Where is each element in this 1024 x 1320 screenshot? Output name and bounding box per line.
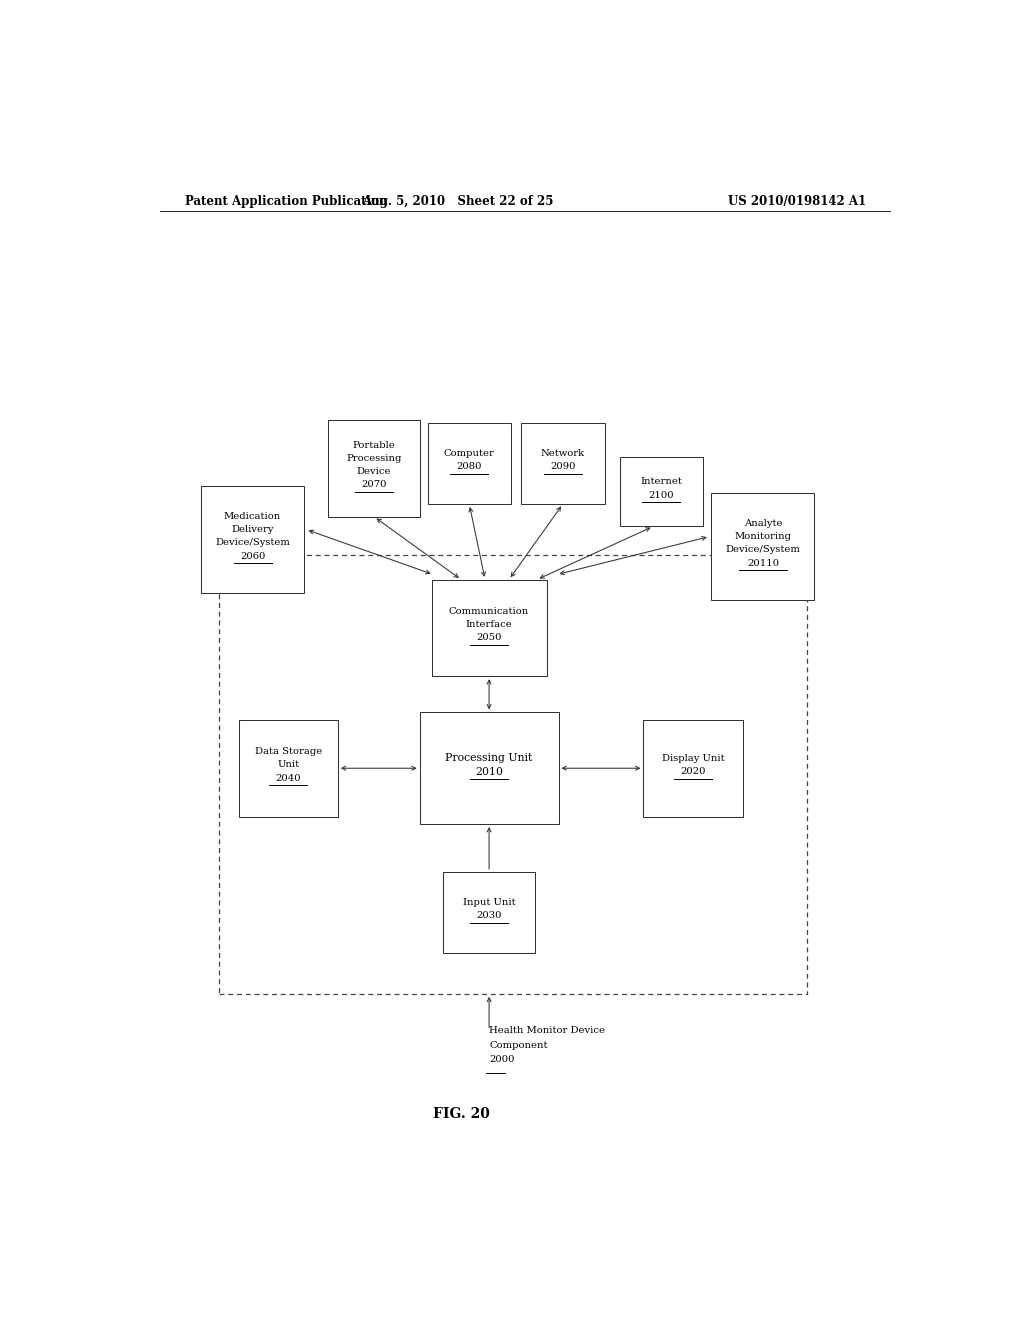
Bar xyxy=(712,494,814,601)
Bar xyxy=(219,554,807,994)
Text: Device: Device xyxy=(356,467,391,477)
Text: Input Unit: Input Unit xyxy=(463,898,515,907)
Text: Data Storage: Data Storage xyxy=(255,747,322,756)
Text: 2000: 2000 xyxy=(489,1055,515,1064)
Text: Monitoring: Monitoring xyxy=(734,532,792,541)
Bar xyxy=(239,719,338,817)
Text: Medication: Medication xyxy=(224,512,282,521)
Text: 2020: 2020 xyxy=(680,767,706,776)
Text: Communication: Communication xyxy=(449,607,529,616)
Text: 2040: 2040 xyxy=(275,774,301,783)
Text: Analyte: Analyte xyxy=(743,519,782,528)
Bar xyxy=(643,719,742,817)
Text: Network: Network xyxy=(541,449,585,458)
Text: Display Unit: Display Unit xyxy=(662,754,724,763)
Text: Device/System: Device/System xyxy=(725,545,801,554)
Text: 2060: 2060 xyxy=(240,552,265,561)
Bar xyxy=(521,422,604,504)
Bar xyxy=(428,422,511,504)
Text: Patent Application Publication: Patent Application Publication xyxy=(185,194,388,207)
Text: Internet: Internet xyxy=(640,478,682,486)
Text: Device/System: Device/System xyxy=(215,539,290,548)
Bar xyxy=(443,873,535,953)
Text: Unit: Unit xyxy=(278,760,299,770)
Bar xyxy=(431,579,547,676)
Text: Processing: Processing xyxy=(346,454,401,463)
Text: Component: Component xyxy=(489,1040,548,1049)
Text: Interface: Interface xyxy=(466,620,512,630)
Text: Computer: Computer xyxy=(443,449,495,458)
Text: 2100: 2100 xyxy=(648,491,674,499)
Bar xyxy=(420,713,558,824)
Bar xyxy=(329,420,420,516)
Text: Health Monitor Device: Health Monitor Device xyxy=(489,1027,605,1035)
Bar xyxy=(620,457,702,527)
Text: FIG. 20: FIG. 20 xyxy=(433,1106,489,1121)
Text: Aug. 5, 2010   Sheet 22 of 25: Aug. 5, 2010 Sheet 22 of 25 xyxy=(361,194,553,207)
Text: 2070: 2070 xyxy=(361,480,387,490)
Text: Portable: Portable xyxy=(352,441,395,450)
Bar xyxy=(201,486,304,593)
Text: 2090: 2090 xyxy=(550,462,575,471)
Text: 2010: 2010 xyxy=(475,767,503,776)
Text: 2050: 2050 xyxy=(476,634,502,643)
Text: Delivery: Delivery xyxy=(231,525,273,535)
Text: 2030: 2030 xyxy=(476,911,502,920)
Text: US 2010/0198142 A1: US 2010/0198142 A1 xyxy=(728,194,866,207)
Text: 20110: 20110 xyxy=(746,558,779,568)
Text: Processing Unit: Processing Unit xyxy=(445,754,532,763)
Text: 2080: 2080 xyxy=(457,462,482,471)
